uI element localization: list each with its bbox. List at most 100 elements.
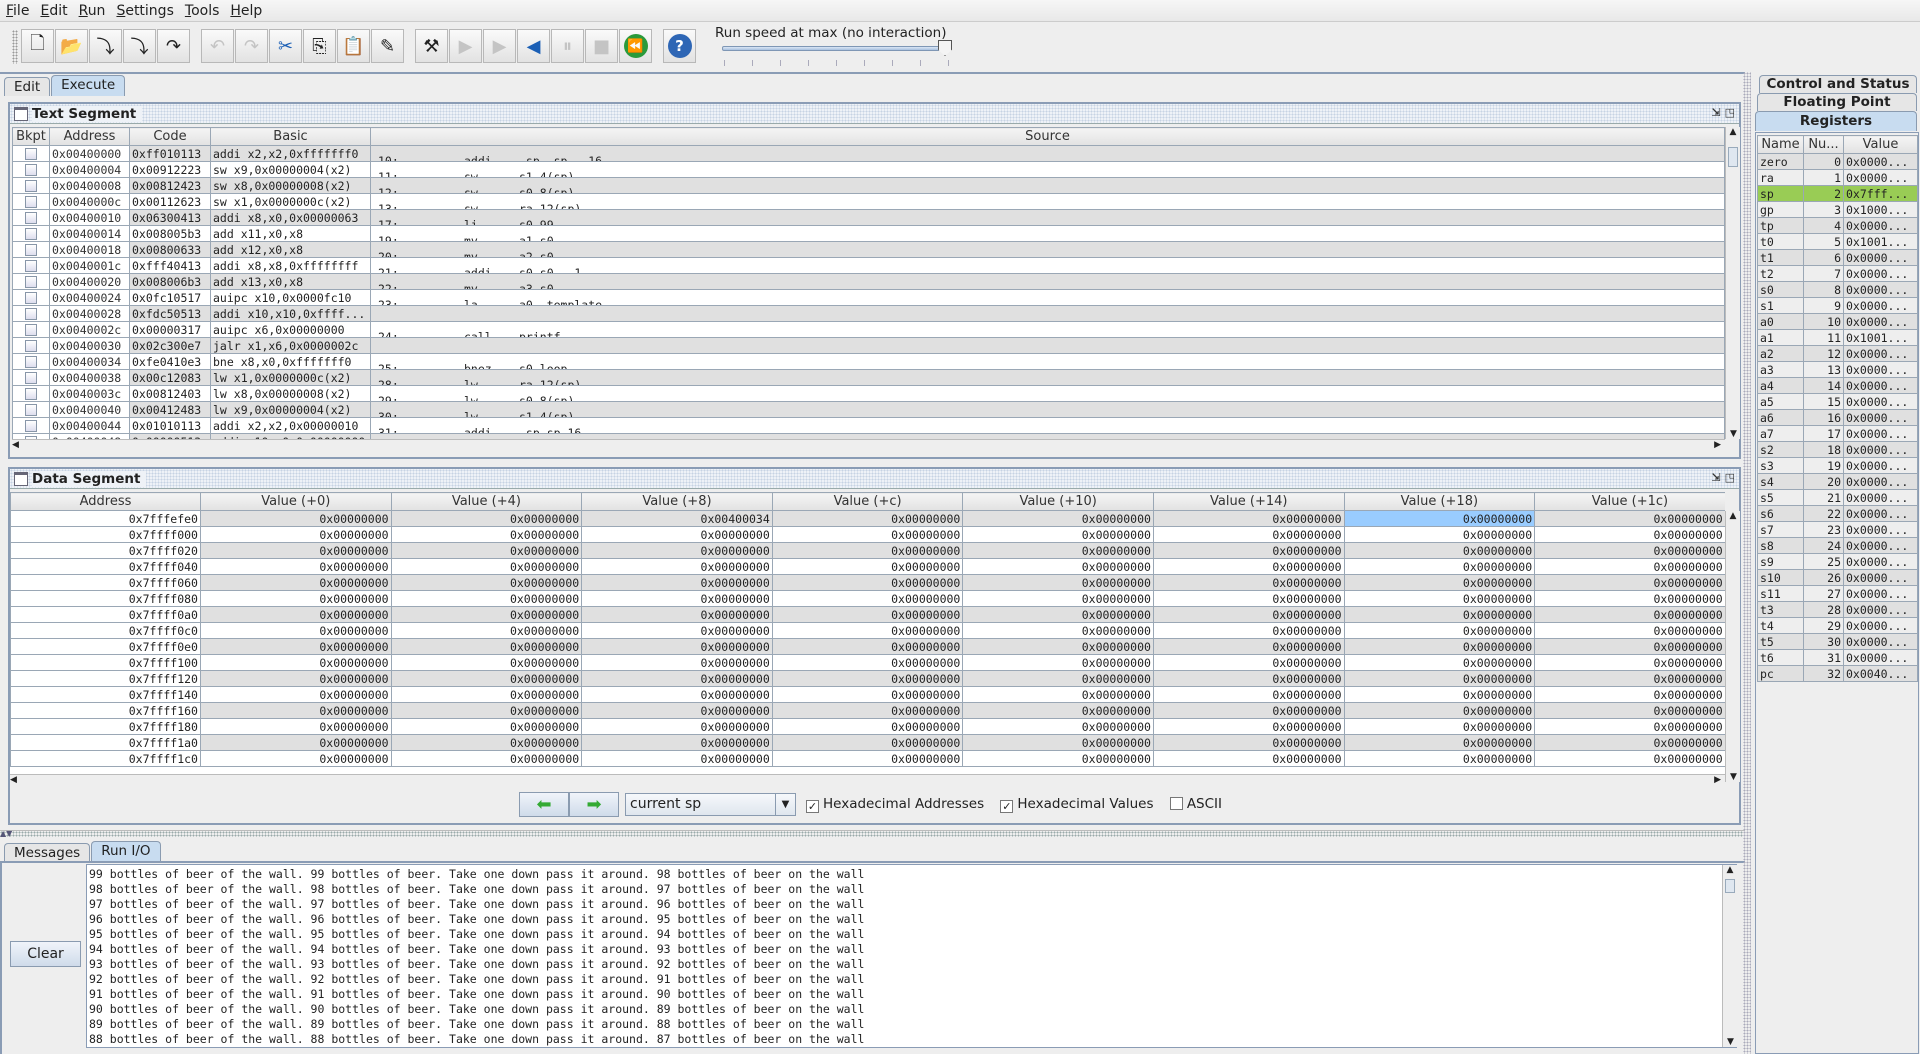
register-value[interactable]: 0x0000...: [1843, 409, 1918, 426]
memory-value-cell[interactable]: 0x00000000: [1534, 734, 1725, 751]
memory-value-cell[interactable]: 0x00000000: [200, 702, 392, 719]
memory-value-cell[interactable]: 0x00000000: [1343, 558, 1536, 575]
table-row[interactable]: 0x00400040 0x00412483 lw x9,0x00000004(x2)…: [12, 401, 1725, 418]
memory-value-cell[interactable]: 0x00000000: [1152, 638, 1345, 655]
memory-value-cell[interactable]: 0x00000000: [581, 654, 773, 671]
table-row[interactable]: 0x00400024 0x0fc10517 auipc x10,0x0000fc10…: [12, 289, 1725, 306]
column-header-number[interactable]: Nu...: [1803, 135, 1844, 154]
menu-help[interactable]: Help: [224, 0, 267, 20]
memory-value-cell[interactable]: 0x00000000: [581, 622, 773, 639]
column-header-bkpt[interactable]: Bkpt: [12, 127, 50, 146]
run-speed-slider-thumb[interactable]: [938, 40, 952, 56]
memory-value-cell[interactable]: 0x00000000: [1343, 526, 1536, 543]
register-value[interactable]: 0x0000...: [1843, 393, 1918, 410]
memory-value-cell[interactable]: 0x00000000: [962, 686, 1154, 703]
register-value[interactable]: 0x0000...: [1843, 633, 1918, 650]
breakpoint-checkbox[interactable]: [25, 275, 37, 288]
breakpoint-checkbox[interactable]: [25, 195, 37, 208]
memory-value-cell[interactable]: 0x00000000: [962, 542, 1154, 559]
breakpoint-checkbox[interactable]: [25, 387, 37, 400]
table-row[interactable]: 0x00400034 0xfe0410e3 bne x8,x0,0xfffffff0…: [12, 353, 1725, 370]
memory-value-cell[interactable]: 0x00000000: [1343, 606, 1536, 623]
register-value[interactable]: 0x1001...: [1843, 233, 1918, 250]
memory-value-cell[interactable]: 0x00000000: [1343, 718, 1536, 735]
table-row[interactable]: 0x00400044 0x01010113 addi x2,x2,0x0000001…: [12, 417, 1725, 434]
register-value[interactable]: 0x0000...: [1843, 537, 1918, 554]
register-value[interactable]: 0x1001...: [1843, 329, 1918, 346]
memory-value-cell[interactable]: 0x00000000: [390, 686, 583, 703]
breakpoint-cell[interactable]: [12, 145, 50, 162]
memory-value-cell[interactable]: 0x00000000: [962, 574, 1154, 591]
tab-messages[interactable]: Messages: [4, 843, 91, 862]
memory-value-cell[interactable]: 0x00000000: [771, 510, 964, 527]
menu-settings[interactable]: Settings: [110, 0, 178, 20]
paste-button[interactable]: 📋: [337, 29, 370, 63]
memory-value-cell[interactable]: 0x00000000: [771, 670, 964, 687]
memory-value-cell[interactable]: 0x00000000: [581, 526, 773, 543]
register-value[interactable]: 0x0000...: [1843, 217, 1918, 234]
memory-value-cell[interactable]: 0x00000000: [390, 526, 583, 543]
breakpoint-checkbox[interactable]: [25, 227, 37, 240]
register-value[interactable]: 0x0000...: [1843, 617, 1918, 634]
memory-value-cell[interactable]: 0x00000000: [1343, 638, 1536, 655]
breakpoint-checkbox[interactable]: [25, 371, 37, 384]
memory-value-cell[interactable]: 0x00000000: [962, 526, 1154, 543]
breakpoint-checkbox[interactable]: [25, 291, 37, 304]
memory-value-cell[interactable]: 0x00000000: [581, 670, 773, 687]
column-header-value-3[interactable]: Value (+8): [581, 492, 773, 511]
memory-value-cell[interactable]: 0x00000000: [1152, 510, 1345, 527]
memory-value-cell[interactable]: 0x00000000: [1534, 574, 1725, 591]
memory-value-cell[interactable]: 0x00000000: [962, 638, 1154, 655]
memory-value-cell[interactable]: 0x00000000: [962, 590, 1154, 607]
memory-value-cell[interactable]: 0x00000000: [1152, 622, 1345, 639]
text-segment-vertical-scrollbar[interactable]: ▲ ▼: [1725, 127, 1740, 439]
memory-value-cell[interactable]: 0x00000000: [390, 510, 583, 527]
memory-value-cell[interactable]: 0x00000000: [581, 718, 773, 735]
restore-icon[interactable]: ⇲: [1711, 471, 1721, 484]
find-replace-button[interactable]: ✎: [371, 29, 404, 63]
register-value[interactable]: 0x0000...: [1843, 297, 1918, 314]
ascii-checkbox[interactable]: ASCII: [1169, 796, 1222, 812]
menu-edit[interactable]: Edit: [34, 0, 72, 20]
memory-value-cell[interactable]: 0x00000000: [581, 542, 773, 559]
breakpoint-cell[interactable]: [12, 305, 50, 322]
memory-value-cell[interactable]: 0x00000000: [771, 702, 964, 719]
scroll-down-icon[interactable]: ▼: [1730, 429, 1737, 439]
table-row[interactable]: 0x00400008 0x00812423 sw x8,0x00000008(x2)…: [12, 177, 1725, 194]
scroll-up-icon[interactable]: ▲: [1726, 865, 1734, 875]
run-io-output[interactable]: 99 bottles of beer of the wall. 99 bottl…: [86, 864, 1737, 1048]
memory-value-cell[interactable]: 0x00000000: [581, 638, 773, 655]
register-value[interactable]: 0x0000...: [1843, 169, 1918, 186]
breakpoint-cell[interactable]: [12, 257, 50, 274]
memory-value-cell[interactable]: 0x00000000: [581, 750, 773, 767]
menu-run[interactable]: Run: [73, 0, 111, 20]
undo-button[interactable]: ↶: [201, 29, 234, 63]
cut-button[interactable]: ✂: [269, 29, 302, 63]
memory-value-cell[interactable]: 0x00000000: [581, 686, 773, 703]
register-value[interactable]: 0x0000...: [1843, 281, 1918, 298]
table-row[interactable]: 0x0040002c 0x00000317 auipc x6,0x00000000 2…: [12, 321, 1725, 338]
memory-value-cell[interactable]: 0x00000000: [962, 670, 1154, 687]
memory-value-cell[interactable]: 0x00000000: [1152, 574, 1345, 591]
tab-registers[interactable]: Registers: [1755, 111, 1917, 131]
column-header-value-7[interactable]: Value (+18): [1343, 492, 1536, 511]
scroll-up-icon[interactable]: ▲: [1729, 127, 1737, 137]
column-header-value[interactable]: Value: [1843, 135, 1918, 154]
maximize-icon[interactable]: ◳: [1724, 471, 1735, 484]
memory-value-cell[interactable]: 0x00000000: [771, 622, 964, 639]
memory-value-cell[interactable]: 0x00000000: [390, 750, 583, 767]
memory-value-cell[interactable]: 0x00000000: [1534, 654, 1725, 671]
memory-value-cell[interactable]: 0x00000000: [390, 542, 583, 559]
memory-value-cell[interactable]: 0x00000000: [200, 638, 392, 655]
table-row[interactable]: 0x00400010 0x06300413 addi x8,x0,0x0000006…: [12, 209, 1725, 226]
register-value[interactable]: 0x0000...: [1843, 585, 1918, 602]
register-value[interactable]: 0x0000...: [1843, 345, 1918, 362]
tab-control-and-status[interactable]: Control and Status: [1759, 75, 1917, 93]
breakpoint-checkbox[interactable]: [25, 147, 37, 160]
memory-value-cell[interactable]: 0x00000000: [771, 606, 964, 623]
register-value[interactable]: 0x7fff...: [1843, 185, 1918, 202]
memory-value-cell[interactable]: 0x00000000: [1152, 686, 1345, 703]
memory-value-cell[interactable]: 0x00000000: [581, 734, 773, 751]
scroll-right-icon[interactable]: ▶: [1714, 440, 1721, 450]
run-speed-slider[interactable]: [722, 46, 948, 51]
